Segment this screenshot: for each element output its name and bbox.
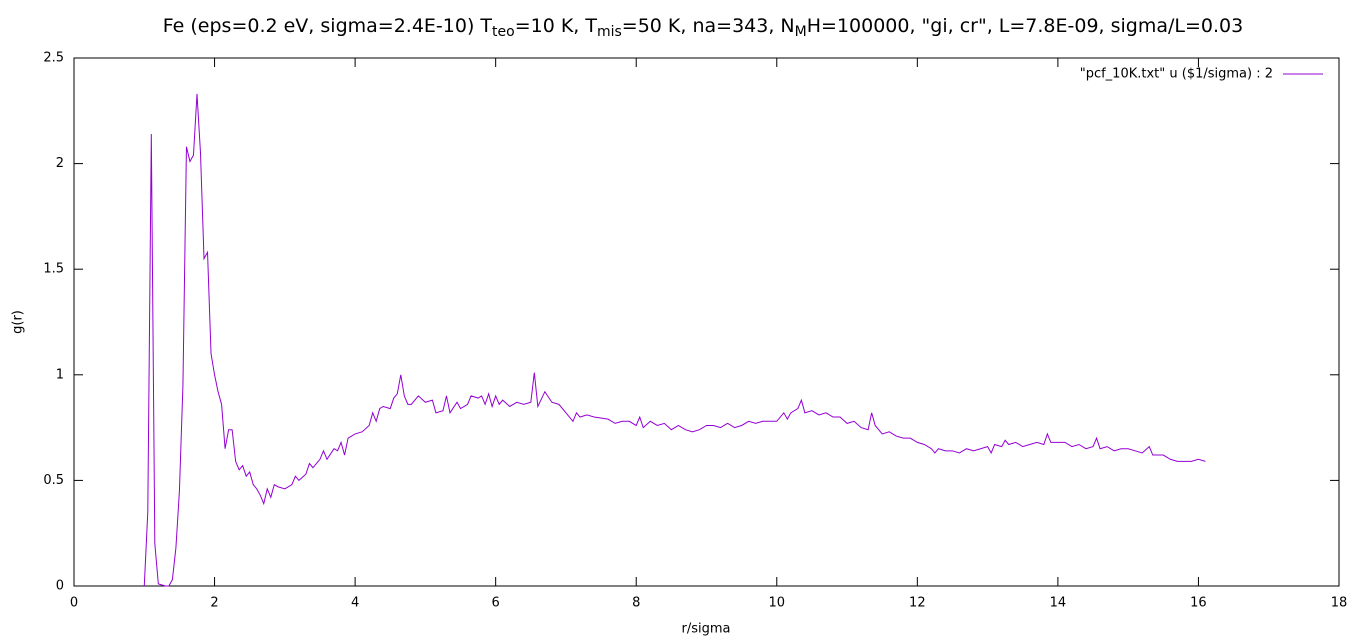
x-tick-label: 2 bbox=[210, 596, 218, 611]
title-part: H=100000, "gi, cr", L=7.8E-09, sigma/L=0… bbox=[807, 15, 1244, 37]
x-tick-label: 18 bbox=[1331, 596, 1348, 611]
title-part: Fe (eps=0.2 eV, sigma=2.4E-10) T bbox=[163, 15, 493, 37]
title-subscript: M bbox=[795, 24, 807, 40]
x-tick-label: 6 bbox=[492, 596, 500, 611]
legend-label: "pcf_10K.txt" u ($1/sigma) : 2 bbox=[1080, 67, 1273, 82]
x-tick-label: 16 bbox=[1190, 596, 1207, 611]
data-line bbox=[143, 93, 1206, 587]
x-tick-label: 4 bbox=[351, 596, 359, 611]
y-tick-label: 1 bbox=[56, 367, 64, 382]
plot-frame bbox=[73, 57, 1340, 587]
x-tick-label: 12 bbox=[909, 596, 926, 611]
y-tick-label: 0 bbox=[56, 579, 64, 594]
x-tick-label: 8 bbox=[632, 596, 640, 611]
y-tick-label: 2.5 bbox=[43, 51, 64, 66]
title-subscript: teo bbox=[492, 24, 515, 40]
x-tick-label: 14 bbox=[1050, 596, 1067, 611]
title-subscript: mis bbox=[597, 24, 622, 40]
y-tick-label: 0.5 bbox=[43, 473, 64, 488]
y-axis-label: g(r) bbox=[11, 310, 26, 334]
title-part: =10 K, T bbox=[515, 15, 598, 37]
title-part: =50 K, na=343, N bbox=[622, 15, 795, 37]
x-tick-label: 10 bbox=[769, 596, 786, 611]
x-tick-label: 0 bbox=[70, 596, 78, 611]
y-tick-label: 2 bbox=[56, 156, 64, 171]
x-axis-label: r/sigma bbox=[682, 622, 731, 637]
chart-title: Fe (eps=0.2 eV, sigma=2.4E-10) Tteo=10 K… bbox=[163, 15, 1243, 41]
y-tick-label: 1.5 bbox=[43, 262, 64, 277]
